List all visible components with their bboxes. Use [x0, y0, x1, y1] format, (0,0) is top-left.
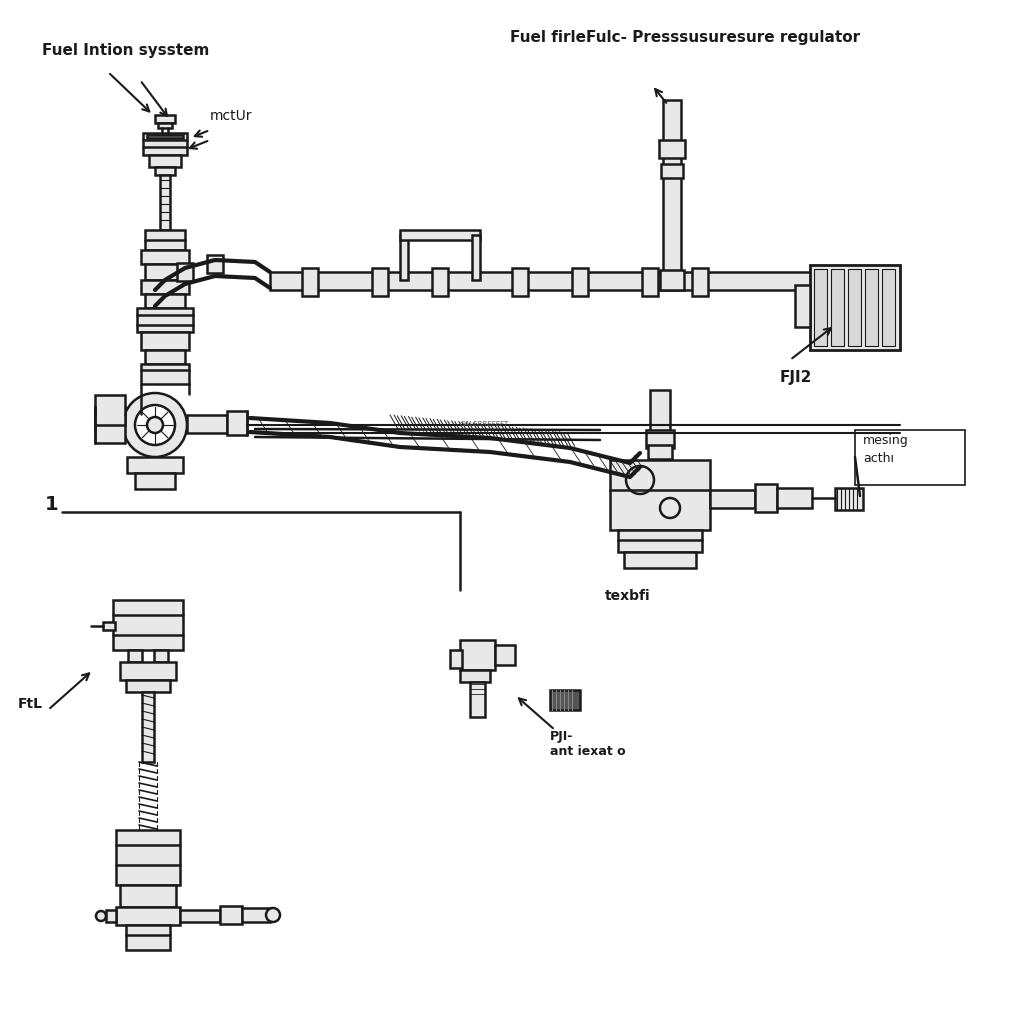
Bar	[618, 530, 702, 552]
Bar	[810, 265, 900, 350]
Bar	[648, 445, 672, 459]
Bar	[142, 692, 154, 762]
Bar	[495, 645, 515, 665]
Bar	[848, 269, 861, 346]
Bar	[145, 294, 185, 308]
Bar	[624, 552, 696, 568]
Text: texbfi: texbfi	[605, 589, 650, 603]
Bar	[795, 285, 810, 327]
Bar	[882, 269, 895, 346]
Bar	[662, 164, 683, 178]
Bar	[663, 100, 681, 278]
Bar	[95, 395, 125, 425]
Circle shape	[626, 466, 654, 494]
Bar	[113, 600, 183, 650]
Bar	[207, 255, 223, 273]
Bar	[126, 680, 170, 692]
Bar	[646, 430, 674, 449]
Text: mctUr: mctUr	[210, 109, 253, 123]
Bar	[460, 640, 495, 670]
Text: Fuel Intion sysstem: Fuel Intion sysstem	[42, 43, 209, 58]
Bar	[512, 268, 528, 296]
Bar	[692, 268, 708, 296]
Bar	[135, 473, 175, 489]
Bar	[145, 230, 185, 250]
Bar	[154, 650, 168, 662]
Bar	[372, 268, 388, 296]
Bar	[835, 488, 863, 510]
Bar	[116, 830, 180, 885]
Bar	[141, 280, 189, 294]
Text: 1: 1	[45, 495, 58, 514]
Bar	[710, 490, 755, 508]
Bar	[432, 268, 449, 296]
Bar	[450, 650, 462, 668]
Bar	[814, 269, 827, 346]
Bar	[470, 682, 485, 717]
Text: Fuel firleFulc- Presssusuresure regulator: Fuel firleFulc- Presssusuresure regulato…	[510, 30, 860, 45]
Text: acthı: acthı	[863, 452, 894, 465]
Bar	[155, 115, 175, 123]
Text: FtL: FtL	[18, 697, 43, 711]
Bar	[141, 364, 189, 384]
Bar	[141, 332, 189, 350]
Bar	[160, 175, 170, 230]
Bar	[227, 411, 247, 435]
Bar	[150, 155, 181, 167]
Bar	[660, 270, 684, 290]
Bar	[180, 910, 220, 922]
Circle shape	[266, 908, 280, 922]
Bar	[155, 167, 175, 175]
Circle shape	[660, 498, 680, 518]
Bar	[158, 123, 172, 128]
Bar	[865, 269, 878, 346]
Circle shape	[96, 911, 106, 921]
Bar	[120, 662, 176, 680]
Bar	[143, 133, 187, 155]
Bar	[242, 908, 270, 922]
Bar	[220, 906, 242, 924]
Bar	[650, 390, 670, 445]
Bar	[137, 308, 193, 332]
Bar	[147, 135, 183, 138]
Bar	[777, 488, 812, 508]
Text: FJI2: FJI2	[780, 370, 812, 385]
Circle shape	[123, 393, 187, 457]
Bar	[177, 263, 193, 281]
Bar	[659, 140, 685, 158]
Bar	[128, 650, 142, 662]
Circle shape	[147, 417, 163, 433]
Circle shape	[135, 406, 175, 445]
Bar	[572, 268, 588, 296]
Bar	[302, 268, 318, 296]
Bar	[141, 250, 189, 264]
Bar	[460, 670, 490, 682]
Bar	[187, 415, 227, 433]
Bar	[145, 350, 185, 364]
Text: GALERREFEFT: GALERREFEFT	[460, 421, 509, 427]
Text: PJI-
ant iexat o: PJI- ant iexat o	[550, 730, 626, 758]
Bar	[472, 234, 480, 280]
Bar	[642, 268, 658, 296]
Bar	[831, 269, 844, 346]
Bar	[106, 910, 116, 922]
Bar	[270, 272, 830, 290]
Bar	[120, 885, 176, 907]
Bar	[400, 234, 408, 280]
Bar	[116, 907, 180, 925]
Bar	[400, 230, 480, 240]
Text: mesing: mesing	[863, 434, 908, 447]
Bar	[755, 484, 777, 512]
Bar	[126, 925, 170, 950]
Bar	[855, 430, 965, 485]
Bar	[550, 690, 580, 710]
Bar	[145, 264, 185, 280]
Bar	[103, 622, 115, 630]
Bar	[127, 457, 183, 473]
Bar	[610, 460, 710, 530]
Bar	[95, 407, 125, 443]
